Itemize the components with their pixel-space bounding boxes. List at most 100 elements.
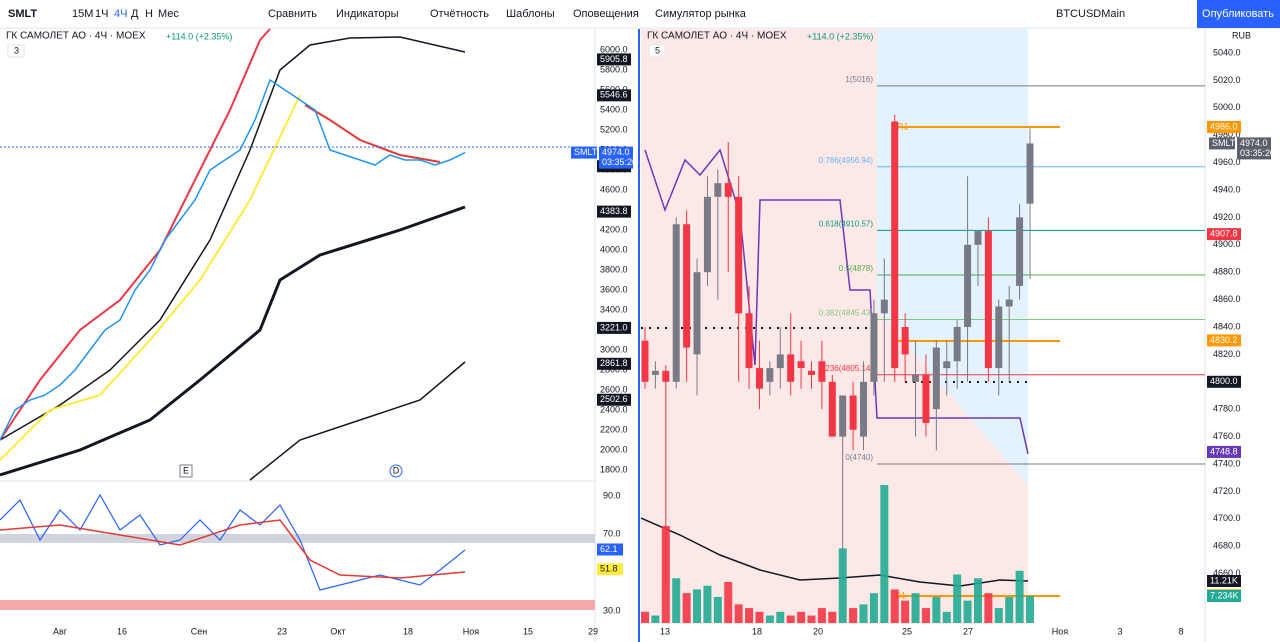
interval: 1Ч	[95, 8, 108, 20]
candle-body	[870, 313, 878, 382]
candle-body	[912, 374, 920, 382]
interval: Мес	[158, 8, 179, 20]
symbol-tag: SMLT	[1212, 138, 1236, 148]
price-tick: 4880.0	[1213, 267, 1241, 277]
price-mark: 3221.0	[600, 322, 628, 332]
price-mark: 5546.6	[600, 90, 628, 100]
candle-body	[766, 368, 774, 382]
osc-mark: 62.1	[600, 544, 618, 554]
osc-tick: 70.0	[603, 529, 621, 539]
candle-body	[683, 224, 691, 348]
timer: 03:35:20	[1240, 148, 1275, 158]
price-tick: 4840.0	[1213, 321, 1241, 331]
price-tick: 2000.0	[600, 444, 628, 454]
price-mark: 2502.6	[600, 394, 628, 404]
osc-tick: 90.0	[603, 490, 621, 500]
candle-body	[755, 368, 763, 389]
band-bold	[0, 205, 466, 477]
volume-bar	[797, 611, 806, 623]
price-tick: 4940.0	[1213, 184, 1241, 194]
templates[interactable]: Шаблоны	[506, 8, 555, 20]
fib-label: 0.236(4805.14)	[819, 364, 874, 373]
price-tick: 4600.0	[600, 184, 628, 194]
last-bg	[599, 146, 633, 169]
simulator[interactable]: Симулятор рынка	[655, 8, 747, 20]
date-label: 18	[403, 626, 413, 636]
volume-bar	[963, 600, 972, 623]
date-label: 15	[523, 626, 533, 636]
candle-body	[839, 395, 847, 437]
publish[interactable]: Опубликовать	[1202, 8, 1274, 20]
volume-bar	[828, 611, 837, 623]
fib-label: 1(5016)	[845, 75, 873, 84]
volume-mark: 11.21K	[1210, 575, 1238, 585]
alerts[interactable]: Оповещения	[573, 8, 639, 20]
volume-bar	[994, 608, 1003, 623]
symbol-tag-bg	[571, 146, 597, 159]
osc-signal	[0, 519, 466, 579]
volume-bar	[703, 585, 712, 623]
candle-body	[922, 374, 930, 423]
volume-bar	[838, 548, 847, 623]
price-tick: 5800.0	[600, 64, 628, 74]
price-mark-bg	[597, 205, 631, 218]
layout[interactable]: BTCUSDMain	[1056, 8, 1125, 20]
volume-bar	[901, 600, 910, 623]
fib-label: 0(4740)	[845, 453, 873, 462]
interval: Н	[145, 8, 153, 20]
pivot: S1	[895, 590, 906, 600]
price-tick: 5200.0	[600, 124, 628, 134]
date-label: 23	[277, 626, 287, 636]
timer: 03:35:20	[602, 157, 637, 167]
volume-bar	[765, 615, 774, 623]
candle-body	[891, 121, 899, 369]
ma-red	[304, 104, 441, 163]
price-tick: 4760.0	[1213, 431, 1241, 441]
price-tick: 4900.0	[1213, 239, 1241, 249]
header-count: 3	[14, 45, 19, 55]
candle-body	[1026, 143, 1034, 204]
price-tick: 3800.0	[600, 264, 628, 274]
date-label: 18	[752, 626, 762, 636]
price-tick: 5040.0	[1213, 47, 1241, 57]
price-tick: 3000.0	[600, 344, 628, 354]
volume-bar	[859, 604, 868, 623]
candle-body	[724, 183, 732, 197]
price-tick: 1800.0	[600, 464, 628, 474]
date-label: 29	[588, 626, 598, 636]
volume-bar	[1005, 596, 1014, 623]
indicators[interactable]: Индикаторы	[336, 8, 399, 20]
price-mark: 4986.0	[1210, 121, 1238, 131]
compare[interactable]: Сравнить	[268, 8, 317, 20]
candle-body	[964, 244, 972, 327]
volume-bar	[672, 578, 681, 623]
count-box	[648, 44, 666, 58]
candle-body	[932, 347, 940, 410]
candle-body	[995, 306, 1003, 369]
bg-blue	[877, 29, 1028, 485]
price-mark: 4907.8	[1210, 228, 1238, 238]
interval: Д	[131, 8, 139, 20]
price-mark-bg	[1207, 120, 1241, 133]
currency: RUB	[1232, 30, 1251, 40]
volume-mark-bg	[1207, 575, 1241, 587]
osc-mark-bg	[597, 543, 623, 556]
price-mark: 4383.8	[600, 206, 628, 216]
symbol[interactable]: SMLT	[8, 8, 37, 20]
reports[interactable]: Отчётность	[430, 8, 489, 20]
candle-body	[860, 381, 868, 437]
fib-label: 0.786(4956.94)	[819, 156, 874, 165]
candle-body	[651, 370, 659, 375]
publish-button[interactable]	[1197, 0, 1280, 28]
volume-mark-bg	[1207, 590, 1241, 602]
price-tick: 4980.0	[1213, 130, 1241, 140]
volume-bar	[661, 526, 670, 623]
candle-body	[787, 354, 795, 382]
price-tick: 4660.0	[1213, 568, 1241, 578]
interval: 15М	[72, 8, 93, 20]
candle-body	[693, 272, 701, 355]
volume-bar	[817, 608, 826, 623]
candle-body	[672, 224, 680, 382]
candle-body	[797, 361, 805, 369]
